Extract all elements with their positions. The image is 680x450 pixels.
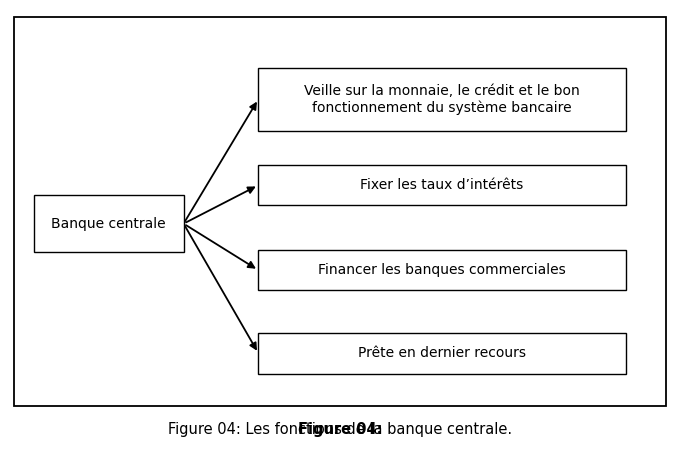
Text: Fixer les taux d’intérêts: Fixer les taux d’intérêts: [360, 178, 524, 192]
Text: Figure 04:: Figure 04:: [298, 422, 382, 437]
FancyBboxPatch shape: [258, 165, 626, 205]
FancyBboxPatch shape: [34, 195, 184, 252]
FancyBboxPatch shape: [258, 333, 626, 374]
Text: Veille sur la monnaie, le crédit et le bon
fonctionnement du système bancaire: Veille sur la monnaie, le crédit et le b…: [304, 84, 580, 114]
FancyBboxPatch shape: [258, 68, 626, 130]
Text: Figure 04: Les fonctions de la banque centrale.: Figure 04: Les fonctions de la banque ce…: [168, 422, 512, 437]
Text: Financer les banques commerciales: Financer les banques commerciales: [318, 263, 566, 277]
FancyBboxPatch shape: [14, 17, 666, 406]
Text: Prête en dernier recours: Prête en dernier recours: [358, 346, 526, 360]
FancyBboxPatch shape: [258, 250, 626, 291]
Text: Banque centrale: Banque centrale: [52, 216, 166, 231]
